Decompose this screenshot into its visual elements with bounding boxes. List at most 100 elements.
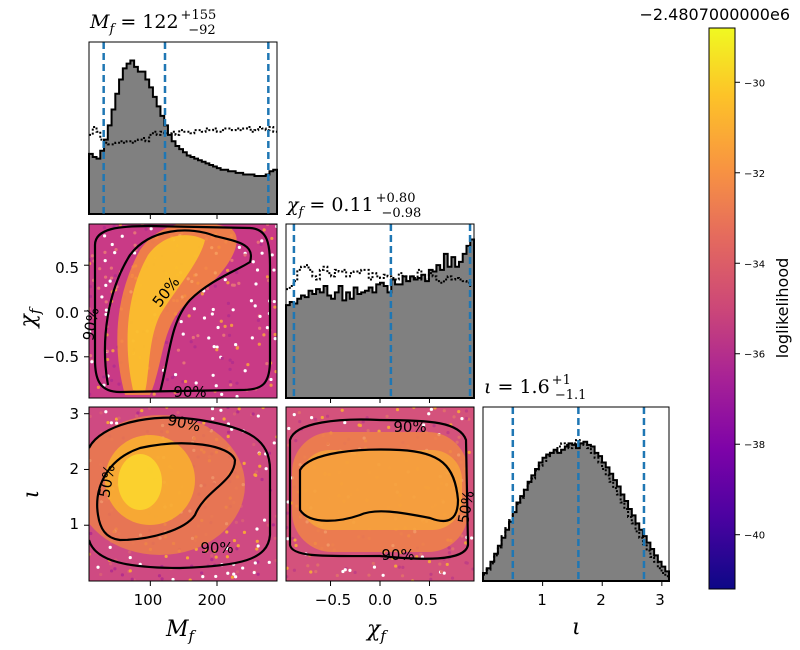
ytick-chi-f-05: 0.5 bbox=[55, 259, 79, 277]
scatter-dot bbox=[471, 567, 474, 571]
scatter-dot bbox=[230, 323, 234, 328]
scatter-dot bbox=[269, 377, 273, 382]
scatter-dot bbox=[227, 333, 232, 338]
colorbar-tick-label: −36 bbox=[744, 350, 765, 361]
scatter-dot bbox=[306, 564, 310, 568]
scatter-dot bbox=[225, 555, 229, 559]
scatter-dot bbox=[447, 551, 452, 555]
scatter-dot bbox=[144, 227, 148, 231]
scatter-dot bbox=[157, 574, 162, 578]
scatter-dot bbox=[343, 420, 347, 425]
scatter-dot bbox=[114, 247, 118, 252]
scatter-dot bbox=[185, 556, 190, 560]
title-m-f-median: 122 bbox=[142, 11, 178, 33]
ytick-chi-f-00: 0.0 bbox=[55, 304, 79, 322]
scatter-dot bbox=[265, 275, 270, 279]
scatter-dot bbox=[253, 561, 257, 565]
scatter-dot bbox=[164, 554, 168, 559]
scatter-dot bbox=[242, 461, 246, 465]
histogram-iota bbox=[482, 407, 670, 582]
scatter-dot bbox=[422, 423, 426, 427]
scatter-dot bbox=[118, 224, 123, 227]
scatter-dot bbox=[89, 294, 93, 299]
scatter-dot bbox=[113, 274, 117, 278]
contour-label-b-90b: 90% bbox=[200, 539, 233, 557]
scatter-dot bbox=[455, 440, 459, 444]
M_f-prior-hist bbox=[89, 125, 277, 146]
title-iota: ι = 1.6 +1 −1.1 bbox=[484, 373, 586, 403]
scatter-dot bbox=[235, 547, 239, 551]
scatter-dot bbox=[298, 419, 302, 424]
scatter-dot bbox=[230, 360, 235, 365]
scatter-dot bbox=[89, 261, 92, 266]
scatter-dot bbox=[140, 408, 144, 413]
xlabel-iota: ι bbox=[572, 615, 581, 640]
scatter-dot bbox=[132, 251, 137, 255]
scatter-dot bbox=[320, 415, 324, 420]
scatter-dot bbox=[109, 421, 114, 425]
xtick-chi-f-neg05: −0.5 bbox=[315, 591, 351, 609]
scatter-dot bbox=[262, 228, 266, 232]
scatter-dot bbox=[256, 240, 260, 244]
scatter-dot bbox=[340, 408, 344, 412]
scatter-dot bbox=[367, 573, 371, 577]
scatter-dot bbox=[258, 464, 262, 468]
scatter-dot bbox=[191, 335, 195, 340]
title-m-f: Mf = 122 +155 −92 bbox=[89, 8, 216, 38]
scatter-dot bbox=[309, 570, 313, 574]
scatter-dot bbox=[234, 342, 238, 347]
scatter-dot bbox=[176, 348, 181, 352]
scatter-dot bbox=[265, 326, 269, 330]
xtick-iota-2: 2 bbox=[596, 591, 606, 609]
scatter-dot bbox=[432, 424, 436, 428]
scatter-dot bbox=[160, 577, 164, 581]
scatter-dot bbox=[181, 380, 185, 384]
scatter-dot bbox=[134, 414, 139, 418]
scatter-dot bbox=[387, 425, 391, 429]
scatter-dot bbox=[200, 292, 204, 296]
xtick-chi-f-00: 0.0 bbox=[368, 591, 392, 609]
scatter-dot bbox=[97, 286, 101, 290]
iota-prior-hist bbox=[483, 439, 669, 578]
scatter-dot bbox=[105, 349, 110, 353]
scatter-dot bbox=[464, 541, 468, 545]
scatter-dot bbox=[231, 308, 235, 312]
scatter-dot bbox=[89, 392, 92, 396]
scatter-dot bbox=[252, 570, 256, 575]
scatter-dot bbox=[128, 569, 132, 573]
scatter-dot bbox=[341, 569, 345, 574]
scatter-dot bbox=[252, 442, 256, 447]
scatter-dot bbox=[286, 575, 289, 579]
scatter-dot bbox=[273, 332, 277, 337]
scatter-dot bbox=[205, 286, 210, 291]
scatter-dot bbox=[99, 572, 103, 577]
chi_f-posterior-hist bbox=[285, 238, 475, 399]
scatter-dot bbox=[110, 242, 114, 247]
scatter-dot bbox=[262, 518, 267, 522]
scatter-dot bbox=[256, 572, 260, 576]
scatter-dot bbox=[464, 416, 469, 421]
scatter-dot bbox=[255, 539, 259, 543]
contours-iota-vs-m-f bbox=[89, 416, 272, 570]
scatter-dot bbox=[133, 243, 137, 247]
scatter-dot bbox=[109, 562, 113, 566]
scatter-dot bbox=[397, 565, 401, 569]
scatter-dot bbox=[260, 239, 264, 243]
scatter-dot bbox=[250, 336, 254, 340]
scatter-dot bbox=[269, 383, 273, 387]
scatter-dot bbox=[90, 254, 95, 258]
scatter-dot bbox=[196, 334, 200, 338]
scatter-dot bbox=[228, 367, 232, 371]
scatter-dot bbox=[220, 392, 224, 396]
scatter-dot bbox=[274, 370, 277, 374]
scatter-dot bbox=[361, 420, 365, 424]
scatter-dot bbox=[264, 467, 268, 471]
scatter-dot bbox=[102, 375, 106, 379]
scatter-dot bbox=[222, 417, 226, 421]
scatter-dot bbox=[108, 545, 112, 549]
colorbar-tick-label: −30 bbox=[744, 78, 765, 89]
contours-chi-f-vs-m-f bbox=[93, 224, 272, 394]
scatter-dot bbox=[292, 413, 296, 417]
scatter-dot bbox=[273, 337, 277, 341]
xtick-iota-1: 1 bbox=[537, 591, 547, 609]
